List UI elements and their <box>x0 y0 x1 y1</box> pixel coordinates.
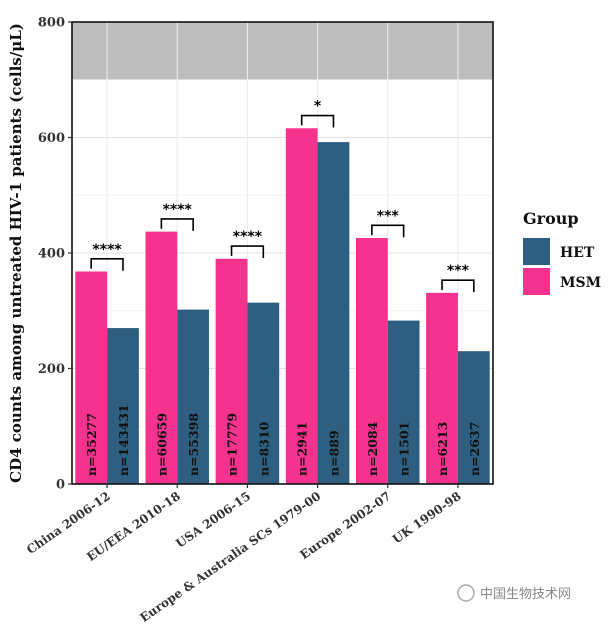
significance-bracket <box>441 279 475 293</box>
bar-msm <box>215 258 248 484</box>
significance-label: **** <box>163 202 193 218</box>
bar-msm <box>426 292 458 484</box>
significance-label: * <box>314 99 322 115</box>
n-label-het: n=8310 <box>256 421 271 476</box>
bars <box>75 128 490 484</box>
watermark-text: 中国生物技术网 <box>480 587 571 602</box>
bar-het <box>457 351 490 484</box>
bar-msm <box>355 237 388 484</box>
n-label-msm: n=6213 <box>435 422 450 476</box>
shaded-band <box>72 22 493 80</box>
bar-msm <box>285 128 318 484</box>
n-label-het: n=143431 <box>116 404 131 476</box>
bar-het <box>247 302 280 484</box>
significance-label: **** <box>233 229 263 245</box>
y-tick-label: 400 <box>38 247 65 262</box>
n-label-msm: n=60659 <box>154 413 169 476</box>
bar-het <box>177 309 210 484</box>
n-label-msm: n=2941 <box>295 422 310 476</box>
legend-swatch-het <box>523 238 550 265</box>
watermark: 中国生物技术网 <box>457 584 571 602</box>
n-label-het: n=889 <box>326 430 341 476</box>
legend-swatch-msm <box>523 268 550 295</box>
bar-msm <box>145 231 178 484</box>
significance-label: *** <box>447 263 470 279</box>
n-label-het: n=55398 <box>186 413 201 476</box>
n-label-msm: n=17779 <box>225 413 240 476</box>
significance-bracket <box>230 245 265 259</box>
significance-bracket <box>90 257 124 271</box>
legend-title: Group <box>523 209 579 228</box>
significance-brackets: ******************* <box>90 99 475 293</box>
n-label-msm: n=35277 <box>84 413 99 476</box>
y-tick-label: 0 <box>56 478 65 493</box>
bar-het <box>387 320 420 484</box>
bar-het <box>107 328 139 484</box>
y-axis: 0 200 400 600 800 <box>38 16 72 493</box>
significance-label: **** <box>92 242 122 258</box>
sample-size-labels: n=35277 n=143431 n=60659 n=55398 n=17779 n=83… <box>84 404 482 476</box>
significance-bracket <box>300 114 335 128</box>
y-tick-label: 600 <box>38 131 65 146</box>
n-label-msm: n=2084 <box>365 421 380 476</box>
wechat-icon <box>457 584 475 602</box>
x-tick-label: UK 1990-98 <box>390 489 464 546</box>
y-tick-label: 200 <box>38 362 65 377</box>
bar-het <box>317 142 350 484</box>
bar-msm <box>75 271 108 484</box>
legend: Group HET MSM <box>523 209 601 295</box>
n-label-het: n=2637 <box>467 422 482 476</box>
y-axis-title: CD4 counts among untreated HIV-1 patient… <box>7 23 25 483</box>
significance-label: *** <box>377 208 400 224</box>
n-label-het: n=1501 <box>397 422 412 476</box>
significance-bracket <box>160 218 194 231</box>
legend-label-msm: MSM <box>560 275 601 291</box>
legend-label-het: HET <box>560 245 595 261</box>
significance-bracket <box>371 224 405 238</box>
y-tick-label: 800 <box>38 16 65 31</box>
